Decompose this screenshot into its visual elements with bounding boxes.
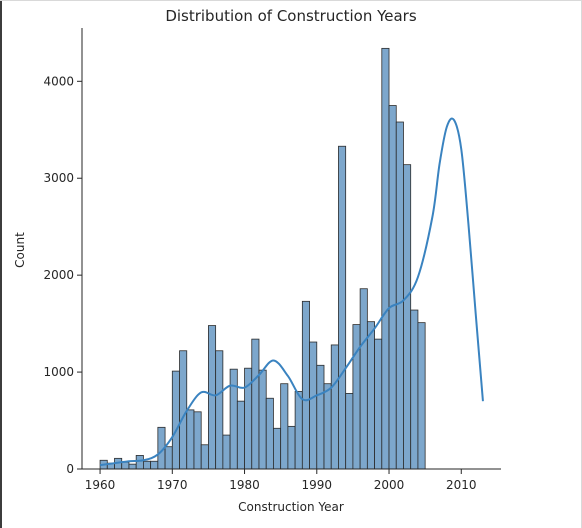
histogram-bars [99,47,426,470]
histogram-bar [164,446,173,470]
x-tick-label: 1990 [302,478,333,492]
histogram-bar [330,344,339,470]
y-axis-label: Count [13,232,27,268]
histogram-bar [236,400,245,470]
x-tick-label: 2000 [374,478,405,492]
histogram-bar [417,322,426,470]
histogram-bar [186,409,195,470]
histogram-bar [179,350,188,470]
y-axis-ticks: 0 1000 2000 3000 4000 [43,74,82,476]
histogram-bar [273,427,282,470]
histogram-bar [128,463,137,470]
histogram-bar [359,288,368,470]
histogram-bar [323,383,332,470]
histogram-bar [150,460,159,470]
histogram-bar [410,309,419,470]
histogram-bar [294,391,303,470]
x-tick-label: 2010 [446,478,477,492]
y-tick-label: 1000 [43,365,74,379]
histogram-bar [366,321,375,470]
histogram-bar [352,324,361,470]
x-tick-label: 1960 [85,478,116,492]
x-axis-ticks: 1960 1970 1980 1990 2000 2010 [85,469,477,492]
histogram-bar [193,411,202,470]
histogram-bar [345,392,354,470]
histogram-bar [251,338,260,470]
histogram-bar [280,383,289,470]
histogram-bar [374,338,383,470]
histogram-bar [388,105,397,470]
histogram-bar [121,461,130,470]
histogram-bar [395,121,404,470]
x-axis-label: Construction Year [238,500,344,514]
y-tick-label: 3000 [43,171,74,185]
histogram-bar [403,164,412,470]
histogram-bar [301,300,310,470]
histogram-bar [135,455,144,470]
histogram-bar [200,444,209,470]
histogram-bar [309,341,318,470]
histogram-bar [258,369,267,470]
histogram-bar [222,434,231,470]
histogram-bar [171,370,180,470]
histogram-bar [287,425,296,470]
y-tick-label: 2000 [43,268,74,282]
histogram-bar [229,368,238,470]
histogram-bar [215,350,224,470]
histogram-bar [265,397,274,470]
y-tick-label: 4000 [43,74,74,88]
x-tick-label: 1980 [229,478,260,492]
x-tick-label: 1970 [157,478,188,492]
window-top-border [0,0,582,1]
histogram-bar [381,47,390,470]
histogram-bar [143,460,152,470]
histogram-bar [338,145,347,470]
window-left-border [0,0,2,528]
histogram-bar [316,364,325,470]
chart-title: Distribution of Construction Years [165,7,417,25]
y-tick-label: 0 [66,462,74,476]
kde-curve [99,117,484,467]
histogram-bar [208,325,217,470]
